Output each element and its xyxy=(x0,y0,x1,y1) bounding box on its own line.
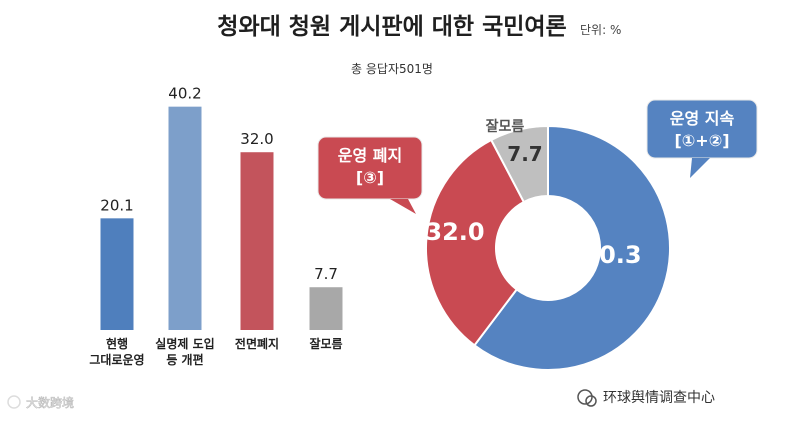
donut-value-label-0: 60.3 xyxy=(582,241,641,269)
bar-category-label-3-0: 잘모름 xyxy=(309,336,342,351)
donut-value-label-1: 32.0 xyxy=(425,218,484,246)
donut-slice-2 xyxy=(489,124,549,204)
bar-category-label-1-1: 등 개편 xyxy=(166,352,203,367)
callout-title-1: 운영 폐지 xyxy=(338,146,402,165)
bar-value-label-1: 40.2 xyxy=(168,85,201,103)
watermark-right-text: 环球舆情调查中心 xyxy=(603,390,715,406)
wechat-icon-bubble xyxy=(585,395,597,407)
donut-value-label-2: 7.7 xyxy=(507,142,542,166)
callout-box-1 xyxy=(317,136,423,200)
unit-label: 단위: % xyxy=(580,23,621,37)
donut-chart: 60.3 32.0 7.7 잘모름 운영 지속 [①+②] 운영 폐지 [③] xyxy=(317,99,758,371)
callout-pointer-1 xyxy=(390,199,416,214)
callout-title-0: 운영 지속 xyxy=(670,109,735,128)
callout-pointer-0 xyxy=(690,158,710,178)
chart-title: 청와대 청원 게시판에 대한 국민여론 xyxy=(217,14,566,40)
bar-3 xyxy=(309,287,343,330)
bar-1 xyxy=(168,106,202,331)
watermark-left-text: 大数跨境 xyxy=(26,395,74,410)
callout-1: 운영 폐지 [③] xyxy=(317,136,423,214)
bar-category-label-0-0: 현행 xyxy=(106,336,128,351)
bar-category-label-0-1: 그대로운영 xyxy=(89,352,144,367)
bar-value-label-2: 32.0 xyxy=(240,130,273,148)
callout-0: 운영 지속 [①+②] xyxy=(646,99,758,178)
callout-subtitle-1: [③] xyxy=(356,168,384,187)
watermark-right: 环球舆情调查中心 xyxy=(577,389,715,407)
bar-value-label-3: 7.7 xyxy=(314,265,338,283)
callout-subtitle-0: [①+②] xyxy=(674,131,729,150)
wechat-icon xyxy=(577,389,593,405)
chart-subtitle: 총 응답자501명 xyxy=(351,62,433,76)
bar-value-label-0: 20.1 xyxy=(100,196,133,214)
bar-0 xyxy=(100,218,134,330)
donut-slice-0 xyxy=(473,124,671,371)
donut-slice-1 xyxy=(425,138,526,347)
donut-slice-name-2: 잘모름 xyxy=(486,119,525,135)
bar-category-label-1-0: 실명제 도입 xyxy=(155,336,214,351)
bar-2 xyxy=(240,152,274,330)
bar-category-label-2-0: 전면폐지 xyxy=(235,336,279,351)
watermark-left: 大数跨境 xyxy=(7,395,74,410)
watermark-logo-icon xyxy=(7,395,21,409)
